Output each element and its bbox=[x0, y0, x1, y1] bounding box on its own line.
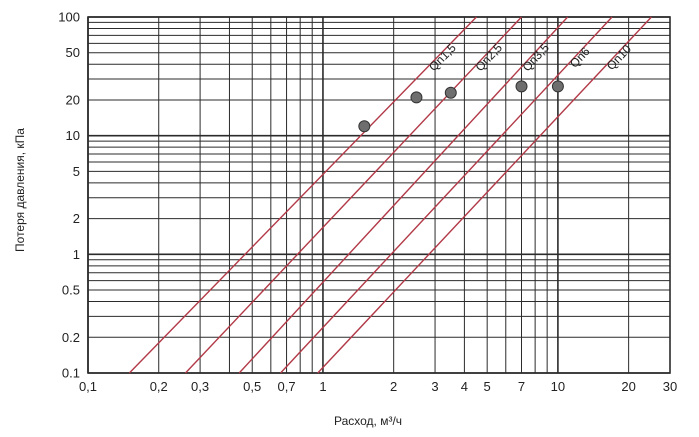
series-line-Qn3,5 bbox=[238, 16, 569, 374]
plot-frame bbox=[87, 16, 671, 374]
x-tick-label: 1 bbox=[319, 379, 326, 394]
operating-point-Qn6 bbox=[515, 80, 528, 93]
x-tick-label: 0,5 bbox=[243, 379, 261, 394]
x-tick-label: 0,7 bbox=[278, 379, 296, 394]
series-label-Qn10: Qn10 bbox=[604, 42, 635, 73]
y-tick-label: 1 bbox=[73, 247, 80, 262]
operating-point-Qn10 bbox=[551, 80, 564, 93]
y-tick-labels: 0.1 0.2 0.5 1 2 5 10 20 50 100 bbox=[58, 10, 80, 381]
series-label-Qn1,5: Qn1,5 bbox=[426, 41, 459, 74]
y-tick-label: 5 bbox=[73, 164, 80, 179]
x-axis-title: Расход, м³/ч bbox=[334, 414, 402, 428]
y-tick-label: 10 bbox=[66, 128, 80, 143]
y-tick-label: 0.5 bbox=[62, 283, 80, 298]
operating-points bbox=[358, 80, 564, 133]
x-tick-label: 3 bbox=[431, 379, 438, 394]
series-line-Qn10 bbox=[317, 16, 652, 374]
series-line-Qn2,5 bbox=[184, 16, 523, 374]
operating-point-Qn1,5 bbox=[358, 120, 371, 133]
y-axis-title: Потеря давления, кПа bbox=[13, 128, 27, 252]
x-tick-label: 30 bbox=[663, 379, 677, 394]
x-tick-label: 2 bbox=[390, 379, 397, 394]
y-tick-label: 20 bbox=[66, 92, 80, 107]
series-line-Qn1,5 bbox=[128, 16, 477, 374]
grid bbox=[87, 16, 671, 374]
series-label-Qn6: Qn6 bbox=[567, 44, 593, 70]
y-tick-label: 0.1 bbox=[62, 366, 80, 381]
series-lines bbox=[128, 16, 652, 374]
x-tick-label: 7 bbox=[518, 379, 525, 394]
y-tick-label: 100 bbox=[58, 10, 80, 25]
y-tick-label: 50 bbox=[66, 45, 80, 60]
y-tick-label: 0.2 bbox=[62, 330, 80, 345]
x-tick-label: 4 bbox=[461, 379, 468, 394]
operating-point-Qn3,5 bbox=[444, 86, 457, 99]
x-tick-label: 0,1 bbox=[79, 379, 97, 394]
series-label-Qn2,5: Qn2,5 bbox=[472, 40, 505, 74]
y-tick-label: 2 bbox=[73, 211, 80, 226]
x-tick-label: 5 bbox=[484, 379, 491, 394]
x-tick-labels: 0,1 0,2 0,3 0,5 0,7 1 2 3 4 5 7 10 20 30 bbox=[79, 379, 677, 394]
x-tick-label: 0,2 bbox=[150, 379, 168, 394]
x-tick-label: 0,3 bbox=[191, 379, 209, 394]
x-tick-label: 10 bbox=[551, 379, 565, 394]
series-line-Qn6 bbox=[280, 16, 613, 374]
operating-point-Qn2,5 bbox=[410, 91, 423, 104]
x-tick-label: 20 bbox=[621, 379, 635, 394]
